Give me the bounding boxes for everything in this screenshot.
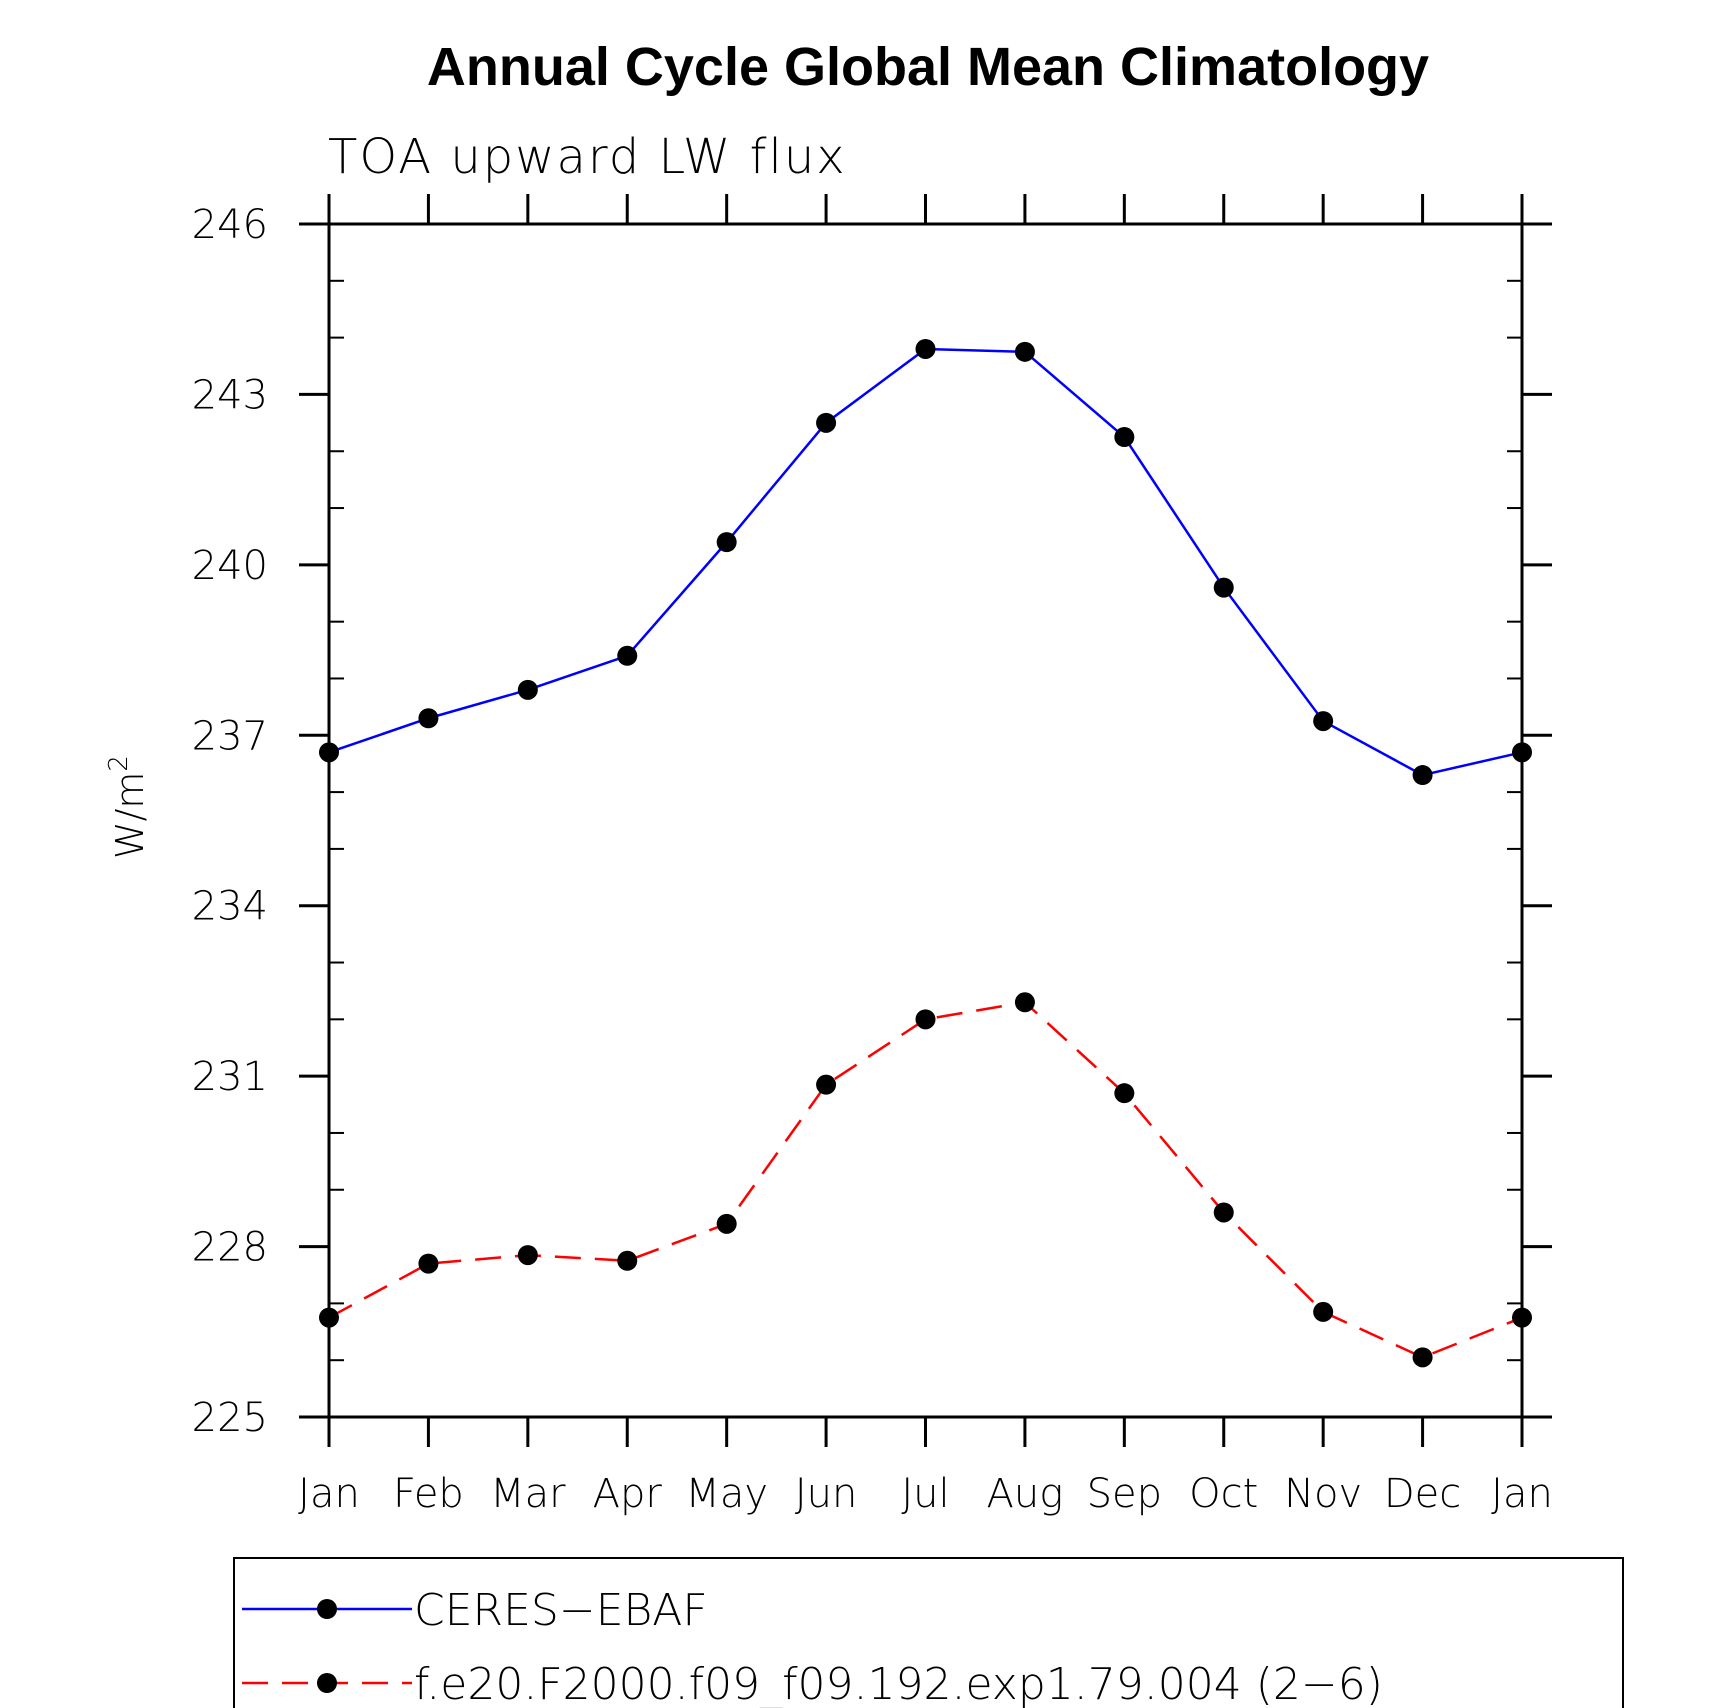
legend-item-1: CERES−EBAF [242, 1585, 708, 1636]
x-tick-label: Sep [1087, 1471, 1162, 1517]
series-1 [319, 338, 1532, 786]
axes: Jan Feb Mar Apr May Jun Jul Aug Sep Oct Nov Dec Jan 2… [192, 194, 1553, 1517]
x-tick-label: Jan [298, 1471, 360, 1517]
x-tick-label: Jul [901, 1471, 949, 1517]
data-point [617, 645, 638, 666]
legend-label: f.e20.F2000.f09_f09.192.exp1.79.004 (2−6… [414, 1659, 1383, 1708]
y-tick-label: 246 [192, 202, 268, 248]
data-point [1114, 1083, 1135, 1104]
x-tick-label: Aug [987, 1471, 1064, 1517]
data-point [517, 679, 538, 700]
series-line [328, 1000, 1523, 1359]
y-tick-label: 237 [192, 713, 268, 759]
data-point [915, 338, 936, 359]
data-point [816, 412, 837, 433]
y-tick-label: 240 [192, 543, 268, 589]
series-layer [319, 338, 1532, 1368]
y-axis-label-text: W/m [108, 772, 152, 859]
x-tick-label: Dec [1384, 1471, 1461, 1517]
legend-marker [317, 1599, 337, 1619]
x-tick-label: Jan [1491, 1471, 1553, 1517]
data-point [319, 1307, 339, 1328]
data-point [1213, 577, 1234, 598]
data-point [1512, 742, 1532, 763]
data-point [418, 1253, 439, 1274]
data-point [617, 1250, 638, 1271]
y-axis-label: W/m2 [104, 755, 152, 859]
y-tick-label: 231 [192, 1054, 268, 1100]
x-tick-label: Feb [393, 1471, 464, 1517]
x-tick-label: Oct [1189, 1471, 1258, 1517]
chart-title: Annual Cycle Global Mean Climatology [427, 37, 1429, 97]
series-line [328, 347, 1523, 777]
x-tick-label: Apr [593, 1471, 663, 1517]
legend-item-2: f.e20.F2000.f09_f09.192.exp1.79.004 (2−6… [242, 1659, 1383, 1708]
data-point [1114, 427, 1135, 448]
data-point [716, 1213, 737, 1234]
data-point [319, 742, 339, 763]
data-point [1313, 1301, 1334, 1322]
y-tick-label: 234 [192, 884, 268, 930]
x-tick-label: May [685, 1471, 768, 1517]
x-tick-label: Jun [795, 1471, 858, 1517]
chart-subtitle: TOA upward LW flux [328, 129, 847, 185]
data-point [1412, 1347, 1433, 1368]
legend-marker [317, 1673, 337, 1693]
plot-frame [327, 222, 1524, 1419]
data-point [1412, 765, 1433, 786]
data-point [816, 1074, 837, 1095]
data-point [716, 532, 737, 553]
svg-text:W/m2: W/m2 [104, 755, 152, 859]
data-point [1213, 1202, 1234, 1223]
legend-label: CERES−EBAF [414, 1585, 708, 1636]
x-tick-label: Nov [1284, 1471, 1362, 1517]
x-tick-label: Mar [490, 1471, 566, 1517]
y-axis-label-superscript: 2 [104, 755, 134, 772]
data-point [418, 708, 439, 729]
legend-box [233, 1557, 1624, 1708]
data-point [1512, 1307, 1532, 1328]
legend: CERES−EBAF f.e20.F2000.f09_f09.192.exp1.7… [233, 1557, 1624, 1708]
data-point [517, 1245, 538, 1266]
y-tick-label: 228 [192, 1225, 268, 1271]
y-tick-label: 225 [192, 1395, 268, 1441]
data-point [915, 1009, 936, 1030]
data-point [1313, 711, 1334, 732]
series-2 [319, 992, 1532, 1368]
data-point [1014, 341, 1035, 362]
data-point [1014, 992, 1035, 1013]
y-tick-label: 243 [192, 372, 268, 418]
